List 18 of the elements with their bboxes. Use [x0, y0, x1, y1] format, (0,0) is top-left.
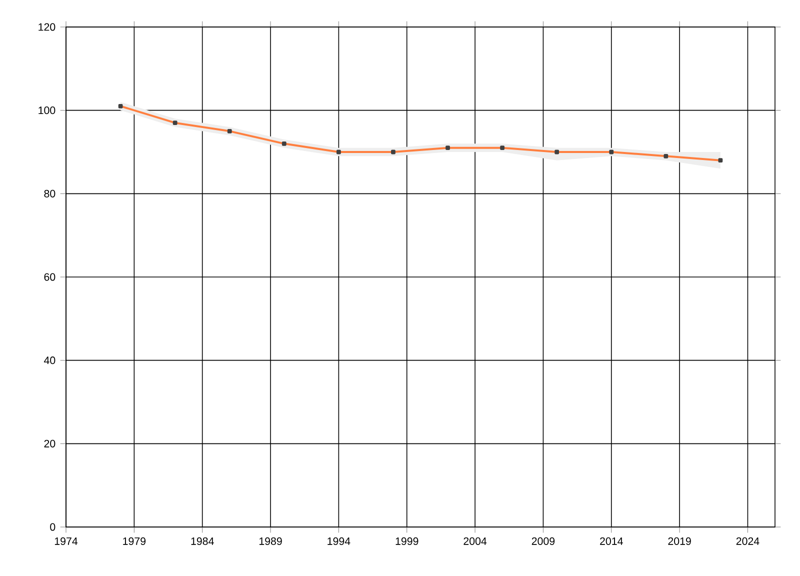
y-tick-label: 100 [38, 106, 56, 114]
y-tick-label: 80 [44, 190, 56, 198]
x-tick-label: 2014 [600, 537, 623, 545]
y-tick-label: 120 [38, 23, 56, 31]
x-tick-label: 1979 [123, 537, 146, 545]
y-tick-label: 0 [50, 523, 56, 531]
x-tick-label: 2024 [736, 537, 760, 545]
x-tick-label: 1994 [328, 537, 350, 545]
y-tick-label: 20 [44, 440, 56, 448]
y-tick-label: 60 [44, 273, 56, 281]
x-tick-label: 2004 [464, 537, 487, 545]
x-tick-label: 1999 [396, 537, 418, 545]
x-tick-label: 2009 [532, 537, 555, 545]
x-tick-label: 2019 [668, 537, 691, 545]
x-tick-label: 1974 [54, 537, 78, 545]
x-tick-label: 1989 [259, 537, 282, 545]
y-tick-label: 40 [44, 356, 56, 364]
x-tick-label: 1984 [191, 537, 214, 545]
